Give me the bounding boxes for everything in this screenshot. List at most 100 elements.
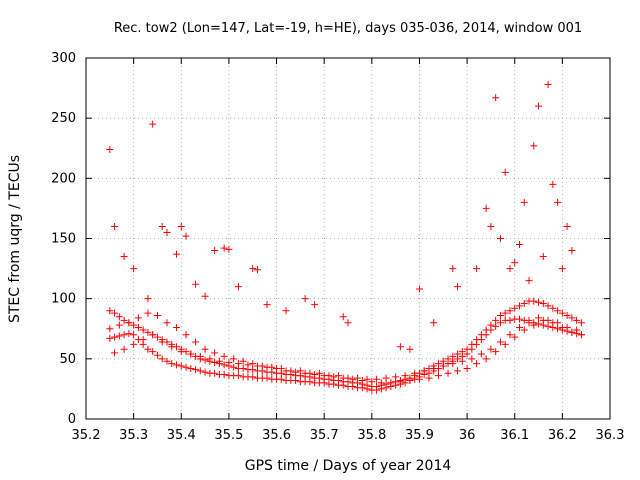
- data-point: [115, 313, 123, 321]
- data-point: [449, 352, 457, 360]
- data-point: [158, 355, 166, 363]
- data-point: [130, 331, 138, 339]
- data-point: [196, 367, 204, 375]
- data-point: [282, 307, 290, 315]
- data-point: [568, 247, 576, 255]
- data-point: [134, 314, 142, 322]
- data-point: [177, 348, 185, 356]
- data-point: [139, 336, 147, 344]
- y-tick-label: 150: [51, 232, 76, 247]
- data-point: [239, 357, 247, 365]
- data-point: [482, 204, 490, 212]
- data-point: [211, 369, 219, 377]
- data-point: [525, 277, 533, 285]
- data-point: [111, 222, 119, 230]
- x-axis-label: GPS time / Days of year 2014: [245, 458, 452, 474]
- plot-frame: [85, 57, 611, 420]
- data-point: [487, 222, 495, 230]
- data-point: [263, 363, 271, 371]
- data-point: [373, 383, 381, 391]
- data-point: [496, 312, 504, 320]
- axis-ticks: [85, 57, 611, 420]
- data-point: [401, 372, 409, 380]
- data-point: [549, 180, 557, 188]
- data-point: [554, 325, 562, 333]
- data-point: [406, 345, 414, 353]
- data-point: [382, 374, 390, 382]
- x-tick-label: 35.9: [405, 428, 434, 443]
- data-point: [454, 367, 462, 375]
- data-point: [563, 312, 571, 320]
- data-point: [139, 326, 147, 334]
- data-point: [239, 364, 247, 372]
- data-point: [320, 372, 328, 380]
- data-point: [506, 316, 514, 324]
- data-point: [411, 369, 419, 377]
- data-point: [125, 319, 133, 327]
- data-point: [106, 325, 114, 333]
- data-point: [144, 328, 152, 336]
- data-point: [192, 338, 200, 346]
- data-point: [539, 316, 547, 324]
- data-point: [249, 366, 257, 374]
- data-point: [344, 319, 352, 327]
- data-point: [253, 266, 261, 274]
- x-tick-label: 35.7: [310, 428, 339, 443]
- data-point: [282, 367, 290, 375]
- data-point: [506, 307, 514, 315]
- data-point: [211, 358, 219, 366]
- data-point: [130, 321, 138, 329]
- y-tick-label: 200: [51, 171, 76, 186]
- data-point: [435, 372, 443, 380]
- y-tick-label: 0: [68, 412, 76, 427]
- data-point: [339, 313, 347, 321]
- data-point: [520, 326, 528, 334]
- data-point: [539, 299, 547, 307]
- data-point: [373, 375, 381, 383]
- data-point: [273, 364, 281, 372]
- data-point: [182, 363, 190, 371]
- data-point: [130, 265, 138, 273]
- data-point: [177, 222, 185, 230]
- data-point: [163, 357, 171, 365]
- data-point: [244, 361, 252, 369]
- y-tick-labels: 0 50 100 150 200 250 300: [51, 51, 76, 427]
- data-point: [392, 373, 400, 381]
- data-point: [544, 302, 552, 310]
- y-tick-label: 250: [51, 111, 76, 126]
- x-tick-label: 35.2: [72, 428, 101, 443]
- data-point: [530, 321, 538, 329]
- data-point: [377, 379, 385, 387]
- data-point: [535, 320, 543, 328]
- data-point: [230, 355, 238, 363]
- data-point: [220, 352, 228, 360]
- data-point: [577, 319, 585, 327]
- data-point: [473, 265, 481, 273]
- data-point: [125, 330, 133, 338]
- data-point: [192, 366, 200, 374]
- data-point: [315, 369, 323, 377]
- data-point: [311, 301, 319, 309]
- data-point: [120, 345, 128, 353]
- y-tick-label: 50: [59, 352, 76, 367]
- data-point: [253, 362, 261, 370]
- data-point: [358, 376, 366, 384]
- data-point: [106, 145, 114, 153]
- data-point: [458, 357, 466, 365]
- data-point: [168, 343, 176, 351]
- data-point: [106, 334, 114, 342]
- data-point: [430, 319, 438, 327]
- data-point: [573, 316, 581, 324]
- data-point: [206, 355, 214, 363]
- data-point: [230, 363, 238, 371]
- x-tick-label: 36: [459, 428, 476, 443]
- data-point: [549, 304, 557, 312]
- data-point: [330, 373, 338, 381]
- data-point: [187, 350, 195, 358]
- data-point: [296, 367, 304, 375]
- data-point: [554, 307, 562, 315]
- x-tick-label: 36.3: [596, 428, 625, 443]
- y-tick-label: 300: [51, 51, 76, 66]
- data-point: [115, 332, 123, 340]
